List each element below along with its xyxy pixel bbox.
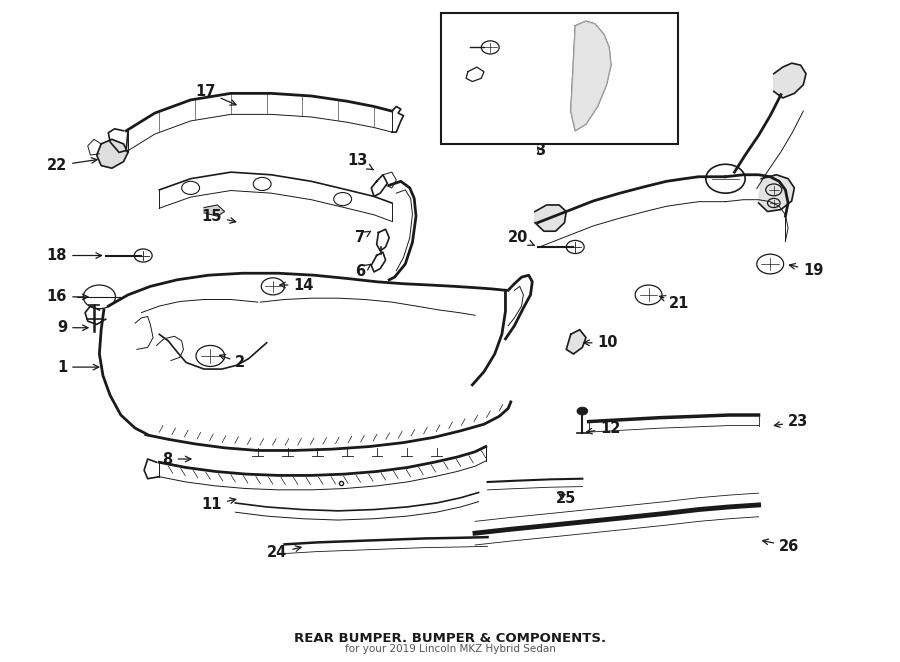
Polygon shape xyxy=(96,139,128,168)
Polygon shape xyxy=(571,21,611,131)
Text: REAR BUMPER. BUMPER & COMPONENTS.: REAR BUMPER. BUMPER & COMPONENTS. xyxy=(294,632,606,645)
Text: 16: 16 xyxy=(47,289,88,305)
Text: 21: 21 xyxy=(660,296,689,311)
Polygon shape xyxy=(535,205,566,231)
Text: 23: 23 xyxy=(774,414,808,429)
Text: 15: 15 xyxy=(202,209,236,224)
Text: 20: 20 xyxy=(508,230,535,246)
Polygon shape xyxy=(204,205,225,216)
Text: 12: 12 xyxy=(587,420,621,436)
Text: 4: 4 xyxy=(445,40,477,55)
Text: 13: 13 xyxy=(347,153,374,169)
Text: 22: 22 xyxy=(47,158,97,173)
Text: 9: 9 xyxy=(57,320,88,335)
Text: 1: 1 xyxy=(57,359,99,375)
FancyBboxPatch shape xyxy=(441,13,678,144)
Text: 5: 5 xyxy=(445,64,477,79)
Text: 6: 6 xyxy=(355,264,371,279)
Circle shape xyxy=(577,407,588,415)
Text: 18: 18 xyxy=(47,248,102,263)
Text: 11: 11 xyxy=(202,497,236,512)
Text: 3: 3 xyxy=(535,143,545,158)
Text: 26: 26 xyxy=(762,539,799,554)
Text: 24: 24 xyxy=(267,545,301,560)
Text: for your 2019 Lincoln MKZ Hybrid Sedan: for your 2019 Lincoln MKZ Hybrid Sedan xyxy=(345,644,555,654)
Text: 2: 2 xyxy=(220,355,246,370)
Polygon shape xyxy=(759,175,795,212)
Text: 8: 8 xyxy=(163,451,191,467)
Text: 25: 25 xyxy=(555,491,576,506)
Text: 10: 10 xyxy=(584,336,618,350)
Text: 19: 19 xyxy=(789,263,824,278)
Text: 14: 14 xyxy=(280,277,314,293)
Polygon shape xyxy=(566,330,586,354)
Polygon shape xyxy=(774,63,806,98)
Text: 17: 17 xyxy=(195,84,236,105)
Text: 7: 7 xyxy=(355,230,371,246)
